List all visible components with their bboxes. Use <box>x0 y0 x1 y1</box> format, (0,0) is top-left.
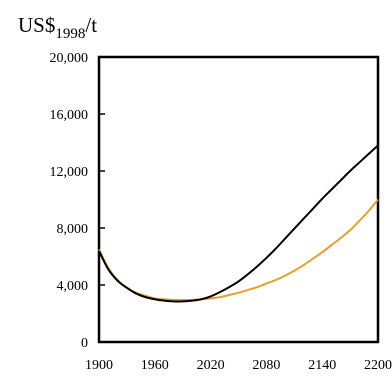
y-tick-label: 16,000 <box>50 108 89 123</box>
y-tick-label: 8,000 <box>57 222 89 237</box>
y-tick-label: 12,000 <box>50 165 89 180</box>
plot-area: 0 4,000 8,000 12,000 16,000 20,000 1900 1960 202… <box>50 51 392 373</box>
y-tick-label: 4,000 <box>57 279 89 294</box>
y-unit-main: US$ <box>18 13 55 37</box>
series-line-1 <box>98 144 379 303</box>
x-tick-label: 2200 <box>364 358 392 373</box>
plot-frame <box>97 55 380 344</box>
y-tick-label: 0 <box>81 336 88 351</box>
series-line-2 <box>98 198 379 302</box>
x-tick-label: 1900 <box>85 358 113 373</box>
y-unit-label: US$1998/t <box>18 13 97 42</box>
y-tick-label: 20,000 <box>50 51 89 66</box>
x-tick-label: 1960 <box>141 358 169 373</box>
y-unit-suffix: /t <box>85 13 97 37</box>
y-unit-subscript: 1998 <box>55 26 85 42</box>
x-tick-label: 2020 <box>197 358 225 373</box>
x-tick-label: 2080 <box>252 358 280 373</box>
x-tick-label: 2140 <box>308 358 336 373</box>
